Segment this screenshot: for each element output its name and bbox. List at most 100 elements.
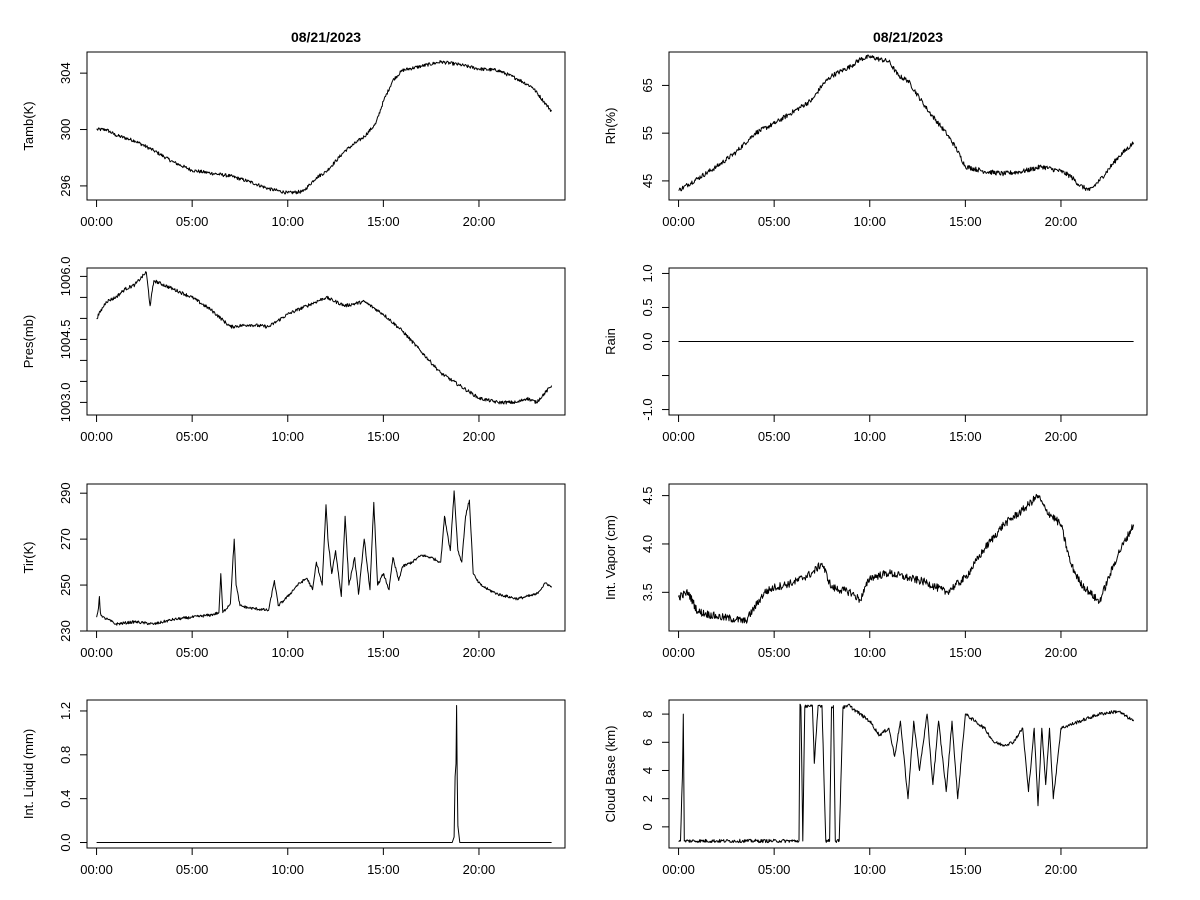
tamb-ytick-label: 296 [58, 175, 73, 197]
rain-xtick-label: 00:00 [662, 429, 695, 444]
rh-xtick-label: 10:00 [853, 214, 886, 229]
rain-xtick-label: 15:00 [949, 429, 982, 444]
tir-xtick-label: 05:00 [176, 645, 209, 660]
cloudbase-xtick-label: 10:00 [853, 862, 886, 877]
cloudbase-ytick-label: 8 [640, 710, 655, 717]
cloudbase-xtick-label: 20:00 [1045, 862, 1078, 877]
panel-pres: 00:00 05:00 10:00 15:00 20:00 1003.0 1004.5 100… [21, 257, 566, 444]
rh-ylabel: Rh(%) [603, 108, 618, 145]
cloudbase-series-line [678, 703, 1135, 844]
liquid-ytick-label: 1.2 [58, 702, 73, 720]
rh-title: 08/21/2023 [873, 29, 943, 45]
tir-xtick-label: 00:00 [80, 645, 113, 660]
liquid-ylabel: Int. Liquid (mm) [21, 729, 36, 819]
cloudbase-ytick-label: 0 [640, 823, 655, 830]
tir-xtick-label: 10:00 [271, 645, 304, 660]
pres-xtick-label: 15:00 [367, 429, 400, 444]
vapor-ytick-label: 4.5 [640, 487, 655, 505]
vapor-plot-frame [668, 483, 1148, 632]
pres-ytick-label: 1004.5 [58, 320, 73, 360]
pres-ytick-label: 1003.0 [58, 383, 73, 423]
tir-xtick-label: 15:00 [367, 645, 400, 660]
tamb-xtick-label: 05:00 [176, 214, 209, 229]
cloudbase-ytick-label: 6 [640, 739, 655, 746]
liquid-ytick-label: 0.8 [58, 746, 73, 764]
liquid-series-line [96, 705, 552, 843]
tamb-ytick-label: 304 [58, 62, 73, 84]
tamb-plot-frame [86, 51, 566, 201]
vapor-ytick-label: 4.0 [640, 535, 655, 553]
tir-ytick-label: 290 [58, 482, 73, 504]
vapor-xtick-label: 05:00 [758, 645, 791, 660]
tir-plot-frame [86, 483, 566, 632]
vapor-series-line [678, 493, 1135, 624]
liquid-ytick-label: 0.0 [58, 833, 73, 851]
cloudbase-xtick-label: 15:00 [949, 862, 982, 877]
liquid-ytick-label: 0.4 [58, 790, 73, 808]
tamb-ylabel: Tamb(K) [21, 101, 36, 150]
liquid-xtick-label: 15:00 [367, 862, 400, 877]
liquid-plot-frame [86, 699, 566, 849]
liquid-xtick-label: 05:00 [176, 862, 209, 877]
tir-ytick-label: 250 [58, 574, 73, 596]
rh-ytick-label: 55 [640, 126, 655, 140]
rh-xtick-label: 00:00 [662, 214, 695, 229]
vapor-xtick-label: 00:00 [662, 645, 695, 660]
panel-rh: 08/21/2023 00:00 05:00 10:00 15:00 20:00 45 55 6… [603, 29, 1148, 229]
panel-cloudbase: 00:00 05:00 10:00 15:00 20:00 0 2 4 6 8 Cloud Base… [603, 699, 1148, 877]
pres-plot-frame [86, 267, 566, 416]
tamb-xtick-label: 15:00 [367, 214, 400, 229]
cloudbase-ytick-label: 4 [640, 767, 655, 774]
vapor-xtick-label: 15:00 [949, 645, 982, 660]
rain-ytick-label: 1.0 [640, 264, 655, 282]
pres-ytick-label: 1006.0 [58, 257, 73, 297]
vapor-xtick-label: 20:00 [1045, 645, 1078, 660]
pres-xtick-label: 20:00 [463, 429, 496, 444]
tamb-xtick-label: 10:00 [271, 214, 304, 229]
tir-xtick-label: 20:00 [463, 645, 496, 660]
panel-tamb: 08/21/2023 00:00 05:00 10:00 15:00 20:00 296 30… [21, 29, 566, 229]
rh-plot-frame [668, 51, 1148, 201]
rain-xtick-label: 05:00 [758, 429, 791, 444]
tir-series-line [96, 490, 553, 626]
pres-xtick-label: 05:00 [176, 429, 209, 444]
rain-ytick-label: 0.0 [640, 332, 655, 350]
rh-xtick-label: 05:00 [758, 214, 791, 229]
tamb-title: 08/21/2023 [291, 29, 361, 45]
tamb-series-line [96, 60, 553, 195]
rain-ylabel: Rain [603, 328, 618, 355]
vapor-ylabel: Int. Vapor (cm) [603, 515, 618, 600]
pres-xtick-label: 00:00 [80, 429, 113, 444]
tir-ytick-label: 230 [58, 620, 73, 642]
tamb-xtick-label: 20:00 [463, 214, 496, 229]
liquid-xtick-label: 00:00 [80, 862, 113, 877]
tamb-ytick-label: 300 [58, 119, 73, 141]
cloudbase-xtick-label: 00:00 [662, 862, 695, 877]
rh-ytick-label: 65 [640, 78, 655, 92]
vapor-xtick-label: 10:00 [853, 645, 886, 660]
cloudbase-plot-frame [668, 699, 1148, 849]
liquid-xtick-label: 20:00 [463, 862, 496, 877]
rain-xtick-label: 10:00 [853, 429, 886, 444]
liquid-xtick-label: 10:00 [271, 862, 304, 877]
rh-series-line [678, 54, 1135, 192]
pres-series-line [96, 271, 553, 405]
pres-xtick-label: 10:00 [271, 429, 304, 444]
rain-xtick-label: 20:00 [1045, 429, 1078, 444]
panel-rain: 00:00 05:00 10:00 15:00 20:00 -1.0 0.0 0.5 1.0 Ra… [603, 264, 1148, 444]
panel-vapor: 00:00 05:00 10:00 15:00 20:00 3.5 4.0 4.5 Int. V… [603, 483, 1148, 660]
panel-tir: 00:00 05:00 10:00 15:00 20:00 230 250 270 290 Tir… [21, 482, 566, 660]
tir-ytick-label: 270 [58, 528, 73, 550]
rh-ytick-label: 45 [640, 174, 655, 188]
rh-xtick-label: 15:00 [949, 214, 982, 229]
rain-ytick-label: 0.5 [640, 298, 655, 316]
rh-xtick-label: 20:00 [1045, 214, 1078, 229]
tir-ylabel: Tir(K) [21, 541, 36, 573]
vapor-ytick-label: 3.5 [640, 583, 655, 601]
cloudbase-xtick-label: 05:00 [758, 862, 791, 877]
cloudbase-ylabel: Cloud Base (km) [603, 726, 618, 823]
pres-ylabel: Pres(mb) [21, 315, 36, 368]
rain-ytick-label: -1.0 [640, 398, 655, 420]
panel-liquid: 00:00 05:00 10:00 15:00 20:00 0.0 0.4 0.8 1.2 Int… [21, 699, 566, 877]
